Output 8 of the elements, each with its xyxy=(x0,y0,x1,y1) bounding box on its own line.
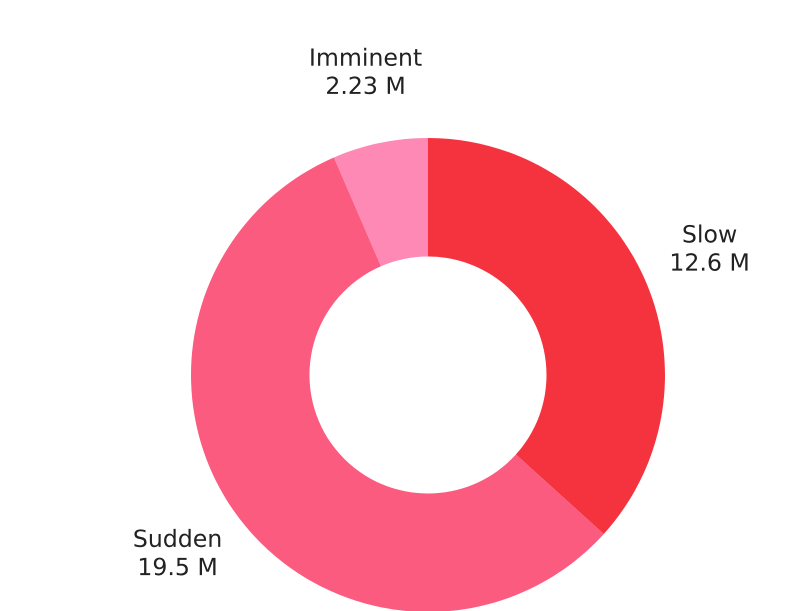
donut-slice xyxy=(428,138,665,534)
slice-label: Slow xyxy=(684,224,736,243)
slice-label: Sudden xyxy=(134,528,220,548)
donut-slice xyxy=(334,138,428,266)
data-label: 12.6 M xyxy=(672,253,748,271)
data-label: 19.5 M xyxy=(140,558,216,576)
slice-label: Imminent xyxy=(311,48,422,66)
data-label: 2.23 M xyxy=(327,76,404,94)
